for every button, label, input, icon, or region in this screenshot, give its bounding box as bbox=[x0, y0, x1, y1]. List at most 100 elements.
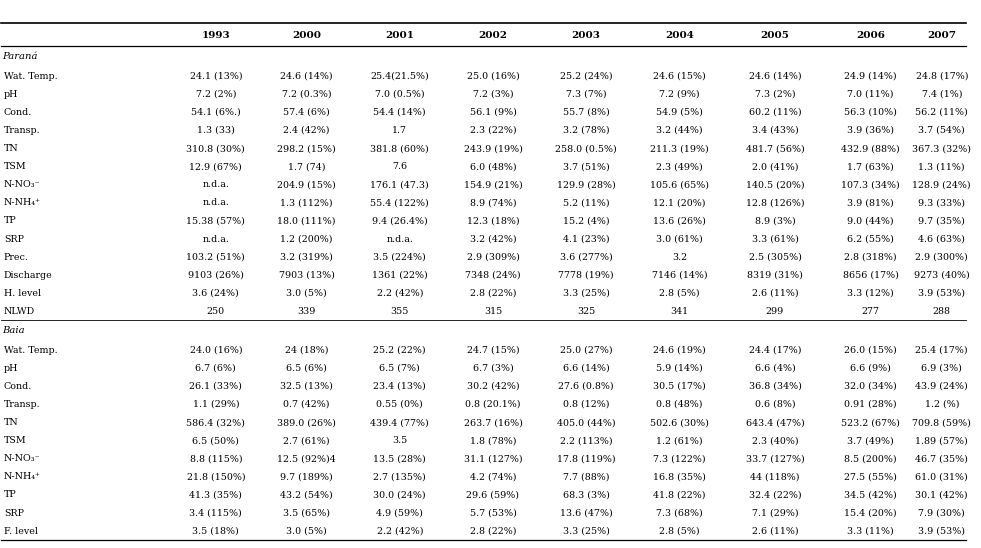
Text: 7.3 (68%): 7.3 (68%) bbox=[656, 509, 702, 517]
Text: 3.0 (5%): 3.0 (5%) bbox=[286, 527, 327, 535]
Text: 41.8 (22%): 41.8 (22%) bbox=[653, 490, 705, 499]
Text: 339: 339 bbox=[297, 307, 316, 316]
Text: Baia: Baia bbox=[2, 327, 25, 335]
Text: 1.3 (112%): 1.3 (112%) bbox=[281, 198, 333, 207]
Text: 3.7 (51%): 3.7 (51%) bbox=[563, 162, 609, 171]
Text: 277: 277 bbox=[861, 307, 880, 316]
Text: TSM: TSM bbox=[4, 162, 26, 171]
Text: 24.9 (14%): 24.9 (14%) bbox=[845, 72, 897, 81]
Text: 105.6 (65%): 105.6 (65%) bbox=[649, 180, 709, 189]
Text: 60.2 (11%): 60.2 (11%) bbox=[749, 108, 801, 117]
Text: 3.5 (65%): 3.5 (65%) bbox=[284, 509, 330, 517]
Text: 3.4 (43%): 3.4 (43%) bbox=[751, 126, 799, 135]
Text: 6.7 (6%): 6.7 (6%) bbox=[195, 364, 236, 373]
Text: 3.9 (53%): 3.9 (53%) bbox=[918, 527, 965, 535]
Text: 481.7 (56%): 481.7 (56%) bbox=[746, 144, 804, 153]
Text: 107.3 (34%): 107.3 (34%) bbox=[842, 180, 900, 189]
Text: 6.6 (4%): 6.6 (4%) bbox=[754, 364, 796, 373]
Text: 2006: 2006 bbox=[856, 31, 885, 39]
Text: 24.8 (17%): 24.8 (17%) bbox=[915, 72, 968, 81]
Text: 9103 (26%): 9103 (26%) bbox=[188, 271, 243, 279]
Text: 25.4(21.5%): 25.4(21.5%) bbox=[371, 72, 429, 81]
Text: 7.3 (2%): 7.3 (2%) bbox=[754, 90, 796, 99]
Text: n.d.a.: n.d.a. bbox=[387, 235, 413, 243]
Text: 6.7 (3%): 6.7 (3%) bbox=[473, 364, 513, 373]
Text: 7.3 (7%): 7.3 (7%) bbox=[566, 90, 606, 99]
Text: 2.9 (309%): 2.9 (309%) bbox=[467, 253, 519, 261]
Text: 46.7 (35%): 46.7 (35%) bbox=[915, 454, 968, 463]
Text: 41.3 (35%): 41.3 (35%) bbox=[189, 490, 242, 499]
Text: Prec.: Prec. bbox=[4, 253, 28, 261]
Text: Paraná: Paraná bbox=[2, 53, 37, 61]
Text: 2.8 (5%): 2.8 (5%) bbox=[659, 527, 699, 535]
Text: 17.8 (119%): 17.8 (119%) bbox=[557, 454, 615, 463]
Text: 3.2 (78%): 3.2 (78%) bbox=[563, 126, 609, 135]
Text: pH: pH bbox=[4, 90, 19, 99]
Text: 5.2 (11%): 5.2 (11%) bbox=[563, 198, 609, 207]
Text: N-NH₄⁺: N-NH₄⁺ bbox=[4, 198, 41, 207]
Text: pH: pH bbox=[4, 364, 19, 373]
Text: 26.1 (33%): 26.1 (33%) bbox=[189, 382, 242, 391]
Text: 7.6: 7.6 bbox=[392, 162, 407, 171]
Text: 3.0 (5%): 3.0 (5%) bbox=[286, 289, 327, 298]
Text: 8.5 (200%): 8.5 (200%) bbox=[845, 454, 897, 463]
Text: Cond.: Cond. bbox=[4, 108, 32, 117]
Text: 643.4 (47%): 643.4 (47%) bbox=[746, 418, 804, 427]
Text: 30.1 (42%): 30.1 (42%) bbox=[915, 490, 968, 499]
Text: 9.3 (33%): 9.3 (33%) bbox=[918, 198, 965, 207]
Text: 7.3 (122%): 7.3 (122%) bbox=[653, 454, 705, 463]
Text: 21.8 (150%): 21.8 (150%) bbox=[186, 472, 245, 481]
Text: 3.2 (42%): 3.2 (42%) bbox=[470, 235, 516, 243]
Text: 2004: 2004 bbox=[665, 31, 694, 39]
Text: 25.4 (17%): 25.4 (17%) bbox=[915, 346, 968, 355]
Text: 6.5 (50%): 6.5 (50%) bbox=[192, 436, 239, 445]
Text: 1.7 (74): 1.7 (74) bbox=[287, 162, 326, 171]
Text: 7.2 (9%): 7.2 (9%) bbox=[659, 90, 699, 99]
Text: 3.5: 3.5 bbox=[392, 436, 407, 445]
Text: 4.2 (74%): 4.2 (74%) bbox=[470, 472, 516, 481]
Text: 15.4 (20%): 15.4 (20%) bbox=[845, 509, 897, 517]
Text: 129.9 (28%): 129.9 (28%) bbox=[557, 180, 615, 189]
Text: 15.2 (4%): 15.2 (4%) bbox=[563, 216, 609, 225]
Text: 263.7 (16%): 263.7 (16%) bbox=[463, 418, 523, 427]
Text: 140.5 (20%): 140.5 (20%) bbox=[746, 180, 804, 189]
Text: 2.3 (22%): 2.3 (22%) bbox=[470, 126, 516, 135]
Text: 381.8 (60%): 381.8 (60%) bbox=[371, 144, 429, 153]
Text: 6.5 (6%): 6.5 (6%) bbox=[286, 364, 327, 373]
Text: 7146 (14%): 7146 (14%) bbox=[651, 271, 707, 279]
Text: 6.6 (14%): 6.6 (14%) bbox=[563, 364, 609, 373]
Text: 2.6 (11%): 2.6 (11%) bbox=[751, 289, 799, 298]
Text: 3.6 (277%): 3.6 (277%) bbox=[560, 253, 612, 261]
Text: 12.3 (18%): 12.3 (18%) bbox=[467, 216, 519, 225]
Text: 1.3 (11%): 1.3 (11%) bbox=[918, 162, 965, 171]
Text: TSM: TSM bbox=[4, 436, 26, 445]
Text: 3.9 (53%): 3.9 (53%) bbox=[918, 289, 965, 298]
Text: TN: TN bbox=[4, 418, 19, 427]
Text: n.d.a.: n.d.a. bbox=[202, 180, 230, 189]
Text: 26.0 (15%): 26.0 (15%) bbox=[845, 346, 897, 355]
Text: 2.7 (61%): 2.7 (61%) bbox=[284, 436, 330, 445]
Text: 3.2: 3.2 bbox=[672, 253, 687, 261]
Text: 3.2 (319%): 3.2 (319%) bbox=[281, 253, 333, 261]
Text: NLWD: NLWD bbox=[4, 307, 35, 316]
Text: 258.0 (0.5%): 258.0 (0.5%) bbox=[555, 144, 617, 153]
Text: 3.7 (49%): 3.7 (49%) bbox=[848, 436, 894, 445]
Text: Discharge: Discharge bbox=[4, 271, 53, 279]
Text: 7.1 (29%): 7.1 (29%) bbox=[751, 509, 799, 517]
Text: SRP: SRP bbox=[4, 235, 24, 243]
Text: 2.3 (49%): 2.3 (49%) bbox=[656, 162, 702, 171]
Text: 12.9 (67%): 12.9 (67%) bbox=[189, 162, 242, 171]
Text: 8.8 (115%): 8.8 (115%) bbox=[189, 454, 242, 463]
Text: 243.9 (19%): 243.9 (19%) bbox=[463, 144, 523, 153]
Text: 3.5 (224%): 3.5 (224%) bbox=[374, 253, 426, 261]
Text: 54.4 (14%): 54.4 (14%) bbox=[374, 108, 426, 117]
Text: Transp.: Transp. bbox=[4, 126, 40, 135]
Text: N-NH₄⁺: N-NH₄⁺ bbox=[4, 472, 41, 481]
Text: 27.5 (55%): 27.5 (55%) bbox=[845, 472, 897, 481]
Text: 12.1 (20%): 12.1 (20%) bbox=[653, 198, 705, 207]
Text: 7.2 (2%): 7.2 (2%) bbox=[195, 90, 236, 99]
Text: 9.7 (35%): 9.7 (35%) bbox=[918, 216, 965, 225]
Text: H. level: H. level bbox=[4, 289, 41, 298]
Text: 355: 355 bbox=[390, 307, 409, 316]
Text: 3.7 (54%): 3.7 (54%) bbox=[918, 126, 965, 135]
